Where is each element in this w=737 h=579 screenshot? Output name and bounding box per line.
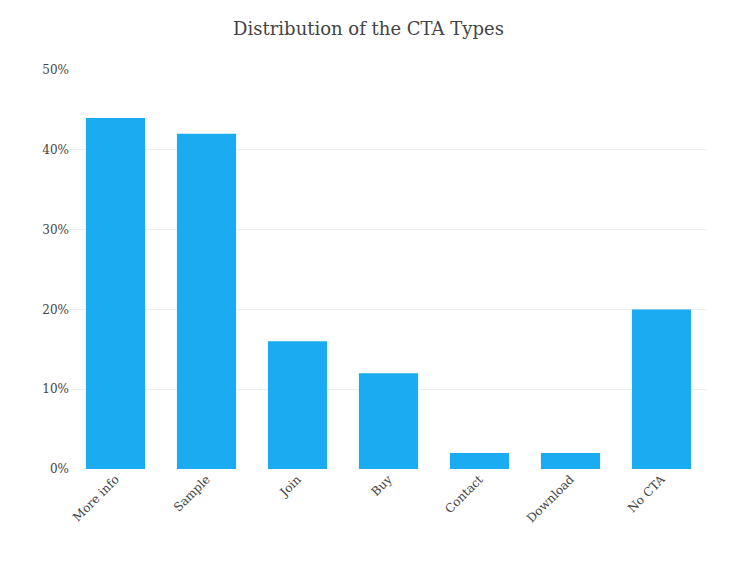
svg-text:40%: 40%: [42, 143, 69, 157]
svg-text:20%: 20%: [42, 303, 69, 317]
svg-text:No CTA: No CTA: [625, 472, 668, 515]
svg-text:Contact: Contact: [442, 472, 486, 516]
svg-text:30%: 30%: [42, 223, 69, 237]
svg-text:Buy: Buy: [368, 472, 395, 499]
svg-text:Download: Download: [524, 472, 577, 525]
svg-text:0%: 0%: [50, 462, 69, 476]
svg-text:Distribution of the CTA Types: Distribution of the CTA Types: [233, 18, 504, 39]
svg-text:10%: 10%: [42, 382, 69, 396]
svg-text:More info: More info: [70, 472, 122, 524]
svg-text:Sample: Sample: [171, 472, 213, 514]
svg-text:50%: 50%: [42, 63, 69, 77]
svg-text:Join: Join: [276, 472, 304, 500]
